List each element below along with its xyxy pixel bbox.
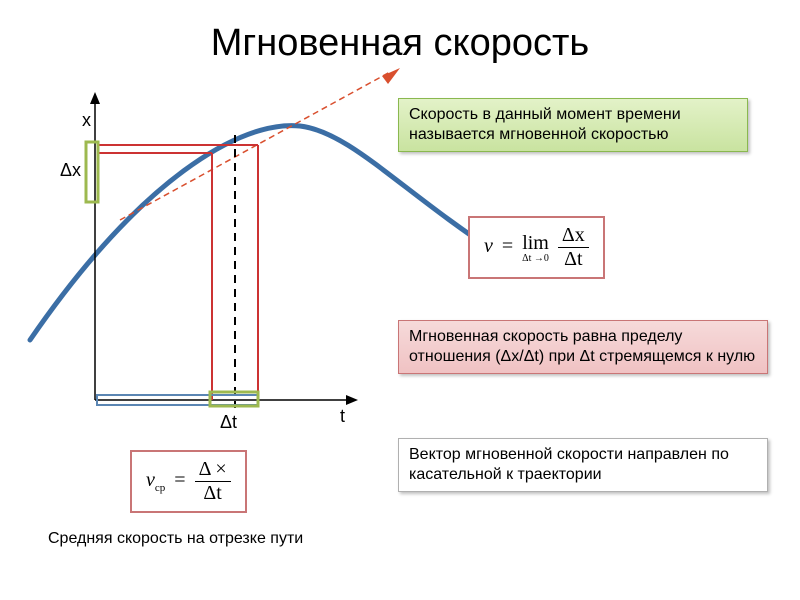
formula-v: v: [484, 235, 493, 257]
axis-x-arrow-icon: [346, 395, 358, 405]
label-dx: Δx: [60, 160, 81, 181]
formula-avg-eq: =: [174, 469, 185, 491]
formula-limit: v = lim Δt →0 Δx Δt: [468, 216, 605, 279]
formula-cp: cp: [155, 482, 165, 494]
formula-lim-sub: Δt →0: [522, 255, 549, 263]
caption-avg: Средняя скорость на отрезке пути: [48, 530, 303, 548]
box-vector: Вектор мгновенной скорости направлен по …: [398, 438, 768, 492]
page-title: Мгновенная скорость: [0, 22, 800, 65]
formula-avg-num: Δ ×: [195, 458, 231, 482]
delta-x-box: [86, 142, 98, 202]
label-dt: Δt: [220, 412, 237, 433]
formula-eq: =: [502, 235, 513, 257]
label-t: t: [340, 406, 345, 427]
axis-y-arrow-icon: [90, 92, 100, 104]
formula-num: Δx: [558, 224, 589, 248]
formula-lim: lim: [522, 232, 549, 254]
box-definition-green: Скорость в данный момент времени называе…: [398, 98, 748, 152]
box-definition-red: Мгновенная скорость равна пределу отноше…: [398, 320, 768, 374]
formula-avg-frac: Δ × Δt: [195, 458, 231, 505]
formula-avg: vcp = Δ × Δt: [130, 450, 247, 513]
curve: [30, 126, 500, 340]
chart-area: x Δx t Δt: [20, 90, 420, 490]
tangent-arrow-icon: [382, 68, 400, 84]
formula-frac: Δx Δt: [558, 224, 589, 271]
formula-avg-den: Δt: [195, 482, 231, 505]
formula-den: Δt: [558, 248, 589, 271]
formula-vcp: v: [146, 469, 155, 491]
label-x: x: [82, 110, 91, 131]
